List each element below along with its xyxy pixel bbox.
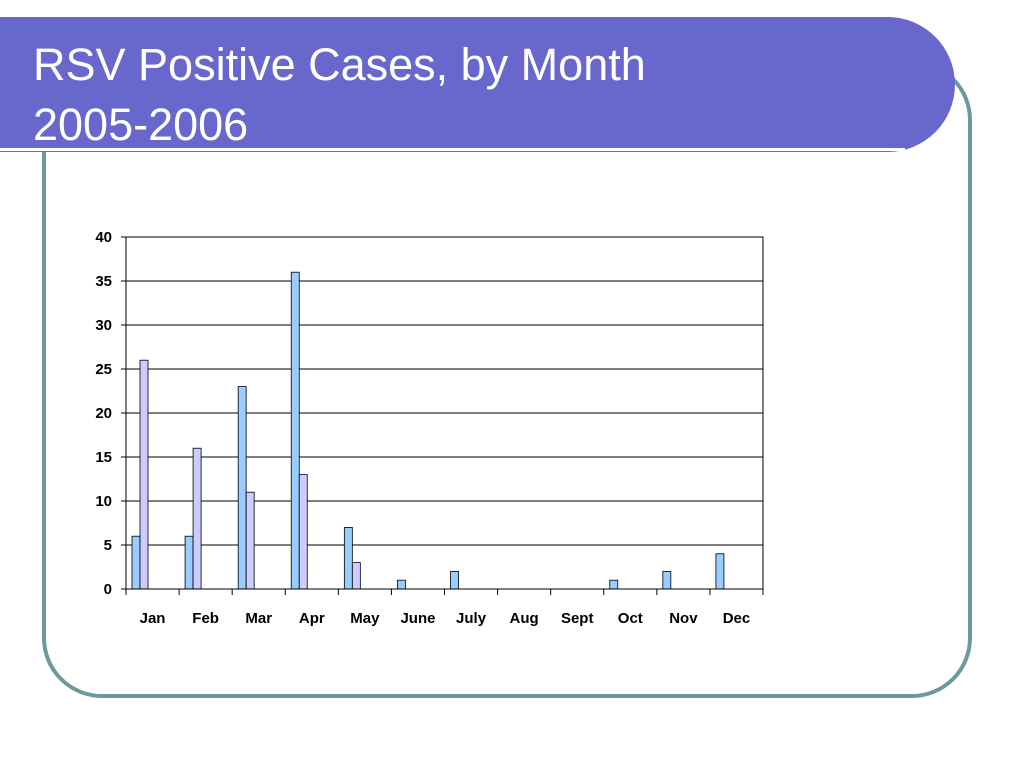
x-tick-label: Jan [140,610,166,627]
x-tick-label: Oct [618,610,643,627]
y-tick-label: 15 [95,449,112,466]
y-tick-label: 20 [95,405,112,422]
bar-series-1-may [343,527,353,590]
y-tick-label: 25 [95,361,112,378]
y-tick-label: 35 [95,273,112,290]
title-line-1: RSV Positive Cases, by Month [33,39,646,90]
bar-series-1-mar [237,386,247,590]
x-tick-label: June [400,610,435,627]
bar-series-1-june [397,579,406,590]
bar-series-2-may [351,562,361,590]
x-tick-label: Nov [669,610,698,627]
bar-series-1-july [450,571,459,590]
bar-series-1-nov [662,571,672,590]
y-tick-label: 40 [95,229,112,246]
bar-series-1-apr [290,271,300,590]
bar-series-1-oct [609,579,619,590]
x-tick-label: Dec [723,610,751,627]
bar-series-1-feb [184,535,194,590]
x-tick-label: Apr [299,610,325,627]
bar-series-1-dec [715,553,725,590]
y-tick-label: 30 [95,317,112,334]
plot-border [125,236,764,590]
x-tick-label: Mar [245,610,272,627]
bar-series-2-mar [245,491,255,590]
y-tick-label: 10 [95,493,112,510]
title-line-2: 2005-2006 [33,99,249,150]
y-tick-label: 0 [104,581,112,598]
x-tick-label: July [456,610,487,627]
x-tick-label: May [350,610,380,627]
page-title: RSV Positive Cases, by Month 2005-2006 [33,35,646,155]
bar-series-1-jan [131,535,141,590]
x-tick-label: Sept [561,610,594,627]
bar-series-2-feb [192,447,202,590]
y-tick-label: 5 [104,537,112,554]
x-tick-label: Feb [192,610,219,627]
title-underline [0,148,905,151]
bar-series-2-apr [298,474,308,590]
title-band: RSV Positive Cases, by Month 2005-2006 [0,17,955,152]
bar-series-2-jan [139,359,149,590]
x-tick-label: Aug [510,610,539,627]
